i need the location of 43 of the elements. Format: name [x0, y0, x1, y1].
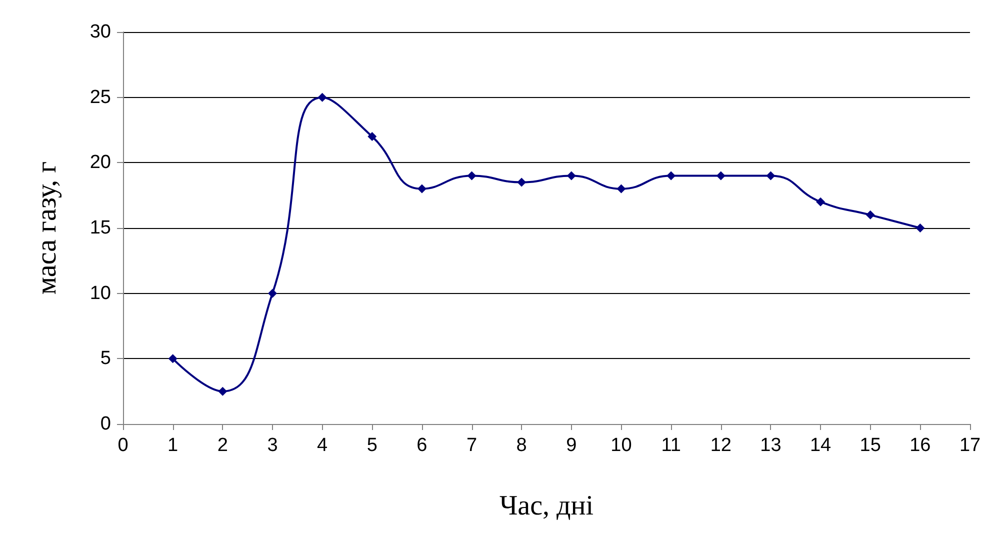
x-tick-label: 15: [860, 435, 881, 456]
point: [766, 171, 776, 180]
point: [517, 178, 526, 187]
x-tick-label: 2: [217, 435, 228, 456]
x-tick-label: 10: [610, 435, 632, 456]
y-axis-title: маса газу, г: [32, 161, 62, 295]
x-tick-label: 13: [760, 435, 782, 456]
x-tick-label: 5: [366, 435, 378, 456]
point: [616, 184, 626, 194]
y-tick-label: 15: [90, 218, 111, 238]
point: [916, 224, 925, 232]
point: [218, 386, 228, 396]
point: [566, 171, 576, 180]
x-tick-label: 17: [959, 435, 981, 456]
point: [666, 171, 676, 180]
x-tick-label: 4: [317, 435, 328, 456]
y-tick-label: 0: [100, 414, 111, 434]
x-tick-label: 9: [566, 435, 577, 456]
x-tick-label: 6: [416, 435, 428, 456]
x-tick-label: 8: [516, 435, 527, 456]
point: [368, 132, 377, 142]
x-tick-label: 11: [661, 435, 681, 456]
y-tick-label: 30: [90, 22, 111, 42]
y-tick-label: 10: [90, 282, 111, 304]
x-tick-label: 0: [118, 435, 128, 456]
x-tick-label: 14: [810, 435, 832, 456]
x-tick-label: 7: [466, 435, 478, 456]
x-tick-label: 1: [168, 435, 178, 456]
y-tick-label: 20: [90, 152, 111, 174]
point: [716, 171, 726, 180]
y-tick-label: 25: [90, 86, 111, 108]
point: [467, 171, 476, 180]
point: [866, 210, 875, 220]
point: [417, 184, 426, 194]
x-tick-label: 16: [910, 435, 931, 456]
y-tick-label: 5: [100, 348, 111, 370]
point: [318, 92, 327, 102]
x-tick-label: 3: [267, 435, 278, 456]
x-axis-title: Час, дні: [499, 490, 594, 522]
point: [816, 197, 826, 206]
x-tick-label: 12: [710, 435, 732, 456]
point: [268, 288, 277, 298]
point: [168, 354, 178, 364]
